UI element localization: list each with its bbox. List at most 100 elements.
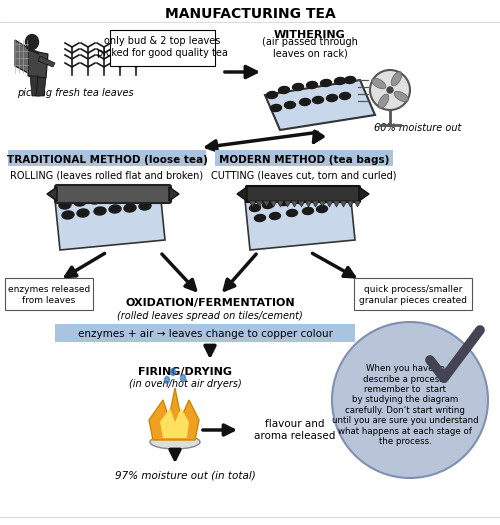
Circle shape: [370, 70, 410, 110]
Text: picking fresh tea leaves: picking fresh tea leaves: [16, 88, 134, 98]
Text: only bud & 2 top leaves
picked for good quality tea: only bud & 2 top leaves picked for good …: [96, 36, 228, 58]
Ellipse shape: [294, 196, 306, 204]
Ellipse shape: [254, 215, 266, 222]
Ellipse shape: [104, 194, 116, 202]
Polygon shape: [340, 201, 347, 207]
Ellipse shape: [77, 209, 89, 217]
Circle shape: [332, 322, 488, 478]
Polygon shape: [249, 201, 256, 207]
Text: MANUFACTURING TEA: MANUFACTURING TEA: [164, 7, 336, 21]
Ellipse shape: [170, 369, 175, 375]
Text: quick process/smaller
granular pieces created: quick process/smaller granular pieces cr…: [359, 285, 467, 304]
Circle shape: [387, 87, 393, 93]
Ellipse shape: [391, 71, 402, 86]
Polygon shape: [326, 201, 333, 207]
Ellipse shape: [270, 213, 280, 219]
Polygon shape: [284, 201, 291, 207]
Text: TRADITIONAL METHOD (loose tea): TRADITIONAL METHOD (loose tea): [6, 155, 207, 165]
Text: (air passed through
leaves on rack): (air passed through leaves on rack): [262, 37, 358, 59]
Ellipse shape: [164, 376, 170, 383]
Text: enzymes released
from leaves: enzymes released from leaves: [8, 285, 90, 304]
Ellipse shape: [302, 207, 314, 215]
Ellipse shape: [124, 204, 136, 212]
Ellipse shape: [270, 104, 281, 111]
Bar: [55, 324, 355, 342]
Ellipse shape: [150, 435, 200, 449]
Polygon shape: [47, 187, 57, 201]
Text: CUTTING (leaves cut, torn and curled): CUTTING (leaves cut, torn and curled): [211, 170, 397, 180]
Ellipse shape: [134, 191, 146, 199]
Ellipse shape: [292, 83, 304, 90]
Ellipse shape: [310, 194, 320, 202]
Polygon shape: [38, 56, 55, 67]
Polygon shape: [265, 80, 375, 130]
Polygon shape: [347, 201, 354, 207]
Polygon shape: [333, 201, 340, 207]
Ellipse shape: [26, 35, 38, 49]
Text: flavour and
aroma released: flavour and aroma released: [254, 419, 336, 441]
Polygon shape: [359, 187, 369, 201]
Ellipse shape: [312, 97, 324, 103]
Ellipse shape: [62, 211, 74, 219]
Bar: [215, 150, 393, 166]
Text: When you have to
describe a process,
remember to  start
by studying the diagram
: When you have to describe a process, rem…: [332, 364, 478, 446]
Bar: [110, 30, 215, 66]
Polygon shape: [149, 388, 199, 440]
Ellipse shape: [119, 192, 131, 200]
Ellipse shape: [89, 196, 101, 204]
Polygon shape: [169, 187, 179, 201]
Ellipse shape: [180, 374, 186, 382]
Bar: [8, 150, 206, 166]
Ellipse shape: [306, 81, 318, 89]
Polygon shape: [15, 40, 28, 73]
Ellipse shape: [284, 101, 296, 109]
Polygon shape: [277, 201, 284, 207]
Ellipse shape: [250, 204, 260, 212]
Ellipse shape: [278, 87, 289, 93]
Ellipse shape: [59, 201, 71, 209]
Ellipse shape: [322, 193, 334, 200]
Ellipse shape: [266, 91, 278, 99]
Ellipse shape: [94, 207, 106, 215]
Ellipse shape: [320, 79, 332, 87]
Ellipse shape: [278, 198, 289, 205]
Text: ROLLING (leaves rolled flat and broken): ROLLING (leaves rolled flat and broken): [10, 170, 203, 180]
Ellipse shape: [139, 202, 151, 210]
Ellipse shape: [344, 77, 356, 83]
Polygon shape: [36, 77, 46, 96]
Polygon shape: [263, 201, 270, 207]
Ellipse shape: [300, 99, 310, 106]
Bar: [5, 278, 93, 310]
Text: MODERN METHOD (tea bags): MODERN METHOD (tea bags): [219, 155, 389, 165]
Polygon shape: [55, 190, 165, 250]
Polygon shape: [298, 201, 305, 207]
Polygon shape: [319, 201, 326, 207]
FancyBboxPatch shape: [246, 186, 360, 202]
Polygon shape: [28, 50, 48, 78]
Bar: [354, 278, 472, 310]
Ellipse shape: [340, 92, 350, 100]
Text: 97% moisture out (in total): 97% moisture out (in total): [114, 470, 256, 480]
Ellipse shape: [316, 205, 328, 213]
Ellipse shape: [262, 202, 274, 208]
Polygon shape: [305, 201, 312, 207]
Polygon shape: [245, 190, 355, 250]
Text: OXIDATION/FERMENTATION: OXIDATION/FERMENTATION: [125, 298, 295, 308]
Text: (in oven/hot air dryers): (in oven/hot air dryers): [128, 379, 242, 389]
Polygon shape: [160, 408, 189, 438]
Text: 60% moisture out: 60% moisture out: [374, 123, 462, 133]
FancyBboxPatch shape: [55, 185, 171, 203]
Ellipse shape: [378, 94, 389, 109]
Polygon shape: [237, 187, 247, 201]
Polygon shape: [30, 76, 40, 96]
Polygon shape: [312, 201, 319, 207]
Ellipse shape: [394, 91, 408, 102]
Ellipse shape: [372, 78, 386, 89]
Ellipse shape: [334, 78, 345, 85]
Ellipse shape: [74, 198, 86, 206]
Ellipse shape: [109, 205, 121, 213]
Polygon shape: [291, 201, 298, 207]
Text: (rolled leaves spread on tiles/cement): (rolled leaves spread on tiles/cement): [117, 311, 303, 321]
Ellipse shape: [326, 94, 338, 101]
Text: enzymes + air → leaves change to copper colour: enzymes + air → leaves change to copper …: [78, 329, 332, 339]
